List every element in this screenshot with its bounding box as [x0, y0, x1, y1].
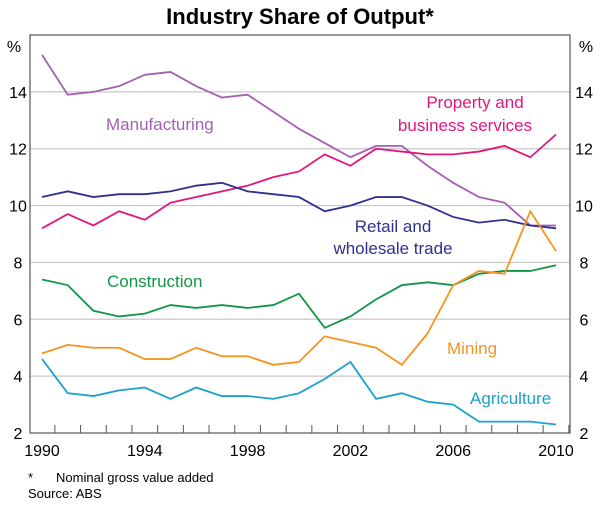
source: Source: ABS	[28, 486, 102, 501]
footnote: Nominal gross value added	[56, 470, 214, 485]
x-tick-label: 2010	[538, 443, 574, 460]
series-line-retail-and-wholesale-trade	[41, 181, 557, 230]
y-unit-right: %	[579, 39, 593, 56]
x-tick-label: 2002	[333, 443, 369, 460]
label-agriculture: Agriculture	[470, 389, 551, 408]
y-tick-label-right: 4	[580, 369, 589, 386]
y-tick-label-left: 10	[9, 199, 27, 216]
series-line-agriculture	[41, 358, 557, 426]
footnote-marker: *	[28, 470, 33, 485]
y-tick-label-right: 10	[575, 199, 593, 216]
y-tick-label-right: 14	[575, 85, 593, 102]
label-retail-2: wholesale trade	[332, 239, 452, 258]
y-tick-label-left: 8	[14, 255, 23, 272]
y-tick-label-left: 2	[14, 426, 23, 443]
label-property-1: Property and	[426, 93, 523, 112]
label-manufacturing: Manufacturing	[106, 115, 214, 134]
label-construction: Construction	[107, 272, 202, 291]
y-tick-label-right: 6	[580, 312, 589, 329]
plot-frame	[29, 34, 571, 434]
y-tick-label-left: 12	[9, 142, 27, 159]
series-line-manufacturing	[41, 54, 556, 227]
y-tick-label-right: 12	[575, 142, 593, 159]
chart-title: Industry Share of Output*	[166, 4, 434, 29]
series-line-construction	[41, 264, 557, 329]
label-mining: Mining	[447, 339, 497, 358]
label-property-2: business services	[398, 116, 532, 135]
label-retail-1: Retail and	[355, 217, 432, 236]
x-tick-label: 1990	[24, 443, 60, 460]
y-tick-label-right: 2	[580, 426, 589, 443]
series-line-property-and-business-services	[41, 133, 557, 230]
x-tick-label: 2006	[435, 443, 471, 460]
y-tick-label-right: 8	[580, 255, 589, 272]
series-line-mining	[41, 209, 557, 366]
y-tick-label-left: 4	[14, 369, 23, 386]
y-unit-left: %	[7, 39, 21, 56]
y-tick-label-left: 14	[9, 85, 27, 102]
y-tick-label-left: 6	[14, 312, 23, 329]
x-tick-label: 1994	[127, 443, 163, 460]
x-tick-label: 1998	[230, 443, 266, 460]
